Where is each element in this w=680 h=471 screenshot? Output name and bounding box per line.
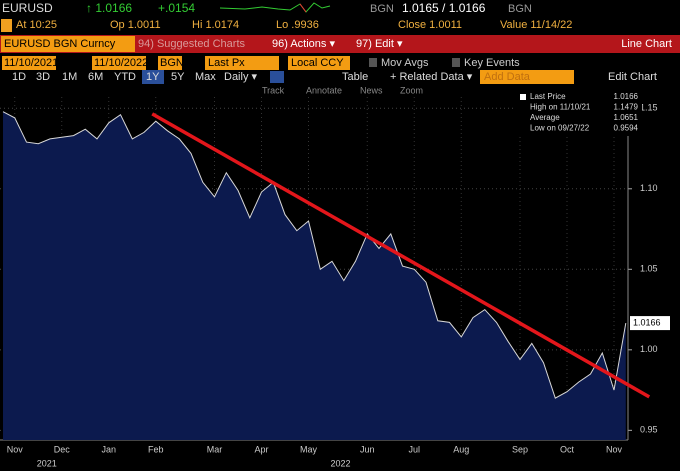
stats: At 10:25 Op 1.0011 Hi 1.0174 Lo .9936 Close … [16, 19, 572, 31]
checkbox[interactable] [369, 58, 377, 67]
current-value: 1.0166 [633, 317, 661, 327]
range[interactable]: 1Y [146, 71, 160, 83]
menu-item[interactable]: 96) Actions ▾ [272, 38, 335, 50]
edit-chart[interactable]: Edit Chart [608, 71, 657, 83]
bid-ask: 1.0165 / 1.0166 [402, 1, 486, 15]
related[interactable]: + Related Data ▾ [390, 71, 473, 83]
legend-label: Last Price [530, 92, 566, 101]
x-tick-label: Feb [148, 444, 164, 454]
range[interactable]: 3D [36, 71, 50, 83]
x-tick-label: Jul [408, 444, 420, 454]
frequency[interactable]: Daily ▾ [224, 71, 258, 83]
tool[interactable]: Track [262, 85, 285, 95]
legend-value: 1.0651 [614, 113, 639, 122]
ticker: EURUSD [2, 1, 53, 15]
legend-label: Low on 09/27/22 [530, 124, 590, 133]
icon [1, 19, 12, 32]
input[interactable] [2, 56, 56, 70]
y-tick-label: 1.05 [640, 264, 658, 274]
tools: Track Annotate News Zoom [262, 85, 423, 95]
x-tick-label: Oct [560, 444, 575, 454]
security-box [1, 36, 135, 52]
stat: Close 1.0011 [398, 19, 462, 31]
tool[interactable]: Annotate [306, 85, 342, 95]
ask-source: BGN [508, 3, 532, 15]
range[interactable]: 1D [12, 71, 26, 83]
range[interactable]: Max [195, 71, 216, 83]
stat: Lo .9936 [276, 19, 319, 31]
input[interactable] [158, 56, 182, 70]
legend-value: 0.9594 [614, 124, 639, 133]
security: EURUSD BGN Curncy [4, 38, 116, 50]
end-date[interactable]: 11/10/2022 [94, 57, 148, 69]
bid-source: BGN [370, 3, 394, 15]
legend-value: 1.1479 [614, 103, 639, 112]
legend-label: Average [530, 113, 560, 122]
y-tick-label: 1.00 [640, 344, 658, 354]
x-tick-label: Nov [7, 444, 24, 454]
legend-value: 1.0166 [614, 92, 639, 101]
sparkline-down [299, 3, 307, 13]
x-tick-label: Dec [54, 444, 71, 454]
start-date[interactable]: 11/10/2021 [4, 57, 58, 69]
x-tick-label: May [300, 444, 318, 454]
y-tick-label: 0.95 [640, 425, 658, 435]
range[interactable]: 6M [88, 71, 103, 83]
stat: Op 1.0011 [110, 19, 161, 31]
legend: Last Price 1.0166 High on 11/10/21 1.1479 Av… [516, 90, 642, 136]
checkbox[interactable] [452, 58, 460, 67]
tool[interactable]: News [360, 85, 383, 95]
legend-label: High on 11/10/21 [530, 103, 591, 112]
sparkline [219, 2, 331, 13]
change: +.0154 [158, 1, 195, 15]
stat: Hi 1.0174 [192, 19, 239, 31]
y-tick-label: 1.10 [640, 183, 658, 193]
x-tick-label: Mar [207, 444, 223, 454]
x-tick-label: Aug [453, 444, 469, 454]
x-tick-label: Jan [101, 444, 116, 454]
input[interactable] [205, 56, 279, 70]
range[interactable]: 5Y [171, 71, 185, 83]
stat: Value 11/14/22 [500, 19, 572, 31]
menu-bar [0, 35, 680, 53]
chart-icon[interactable] [270, 71, 284, 83]
chart-type: Line Chart [621, 38, 672, 50]
x-tick-label: Jun [360, 444, 375, 454]
trendline [151, 112, 651, 399]
legend-swatch [520, 94, 526, 100]
mov-avgs[interactable]: Mov Avgs [381, 57, 429, 69]
current-value-box [630, 316, 670, 331]
input[interactable] [92, 56, 146, 70]
x-tick-label: Nov [606, 444, 623, 454]
input[interactable] [288, 56, 350, 70]
area [3, 111, 626, 440]
table[interactable]: Table [342, 71, 368, 83]
currency[interactable]: Local CCY [291, 57, 344, 69]
stat: At 10:25 [16, 19, 57, 31]
input[interactable] [480, 70, 574, 84]
range-selected [142, 70, 164, 84]
menu-item[interactable]: 97) Edit ▾ [356, 38, 403, 50]
legend-box [516, 90, 642, 136]
range[interactable]: YTD [114, 71, 136, 83]
price-line [2, 111, 627, 399]
key-events[interactable]: Key Events [464, 57, 520, 69]
x-tick-label: Sep [512, 444, 528, 454]
field[interactable]: Last Px [208, 57, 245, 69]
tool[interactable]: Zoom [400, 85, 423, 95]
y-tick-label: 1.15 [640, 103, 658, 113]
plot: 1.15 1.10 1.05 1.00 0.95 Nov Dec Jan Feb Mar Apr Ma… [0, 97, 670, 468]
add-data[interactable]: Add Data [484, 71, 531, 83]
year-label: 2022 [330, 458, 350, 468]
price: ↑ 1.0166 [86, 1, 132, 15]
range[interactable]: 1M [62, 71, 77, 83]
ranges: 1D 3D 1M 6M YTD 1Y 5Y Max [12, 70, 216, 84]
year-label: 2021 [37, 458, 57, 468]
menu-item[interactable]: 94) Suggested Charts [138, 38, 246, 50]
source[interactable]: BGN [160, 57, 184, 69]
x-tick-label: Apr [254, 444, 268, 454]
